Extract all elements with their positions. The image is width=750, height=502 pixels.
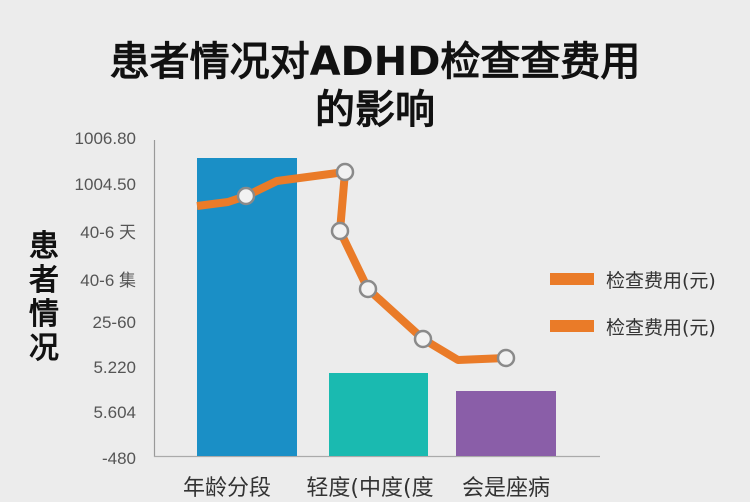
chart-title: 患者情况对ADHD检查查费用 的影响 xyxy=(0,38,750,134)
legend-label: 检查费用(元) xyxy=(606,269,716,292)
line-marker xyxy=(335,162,355,182)
legend-swatch-icon xyxy=(550,320,594,332)
chart-title-line-1: 患者情况对ADHD检查查费用 xyxy=(109,39,641,85)
y-tick-label: -480 xyxy=(101,449,136,468)
y-tick-label: 5.604 xyxy=(93,403,136,422)
legend-item: 检查费用(元) xyxy=(550,266,716,292)
chart-title-line-2: 的影响 xyxy=(315,87,435,133)
legend-label: 检查费用(元) xyxy=(606,316,716,339)
cost-line xyxy=(196,168,507,364)
bar-comorbidity xyxy=(456,391,556,456)
y-tick-label: 1006.80 xyxy=(74,129,136,148)
y-tick-label: 25-60 xyxy=(92,313,136,332)
x-tick-label: 年龄分段 xyxy=(182,476,271,501)
cost-line-markers xyxy=(236,162,516,368)
y-tick-label: 1004.50 xyxy=(74,175,136,194)
x-tick-label: 轻度(中度(度 xyxy=(306,476,434,501)
line-marker xyxy=(413,329,433,349)
line-marker xyxy=(358,279,378,299)
y-tick-label: 5.220 xyxy=(93,358,136,377)
line-marker xyxy=(236,186,256,206)
legend-item: 检查费用(元) xyxy=(550,313,716,339)
x-tick-label: 会是座病 xyxy=(461,476,550,501)
legend-swatch-icon xyxy=(550,273,594,285)
bar-severity xyxy=(329,373,428,456)
y-axis-label: 患者情况 xyxy=(29,229,59,366)
y-tick-label: 40-6 集 xyxy=(80,271,136,290)
y-tick-label: 40-6 天 xyxy=(80,223,136,242)
line-marker xyxy=(330,221,350,241)
line-marker xyxy=(496,348,516,368)
